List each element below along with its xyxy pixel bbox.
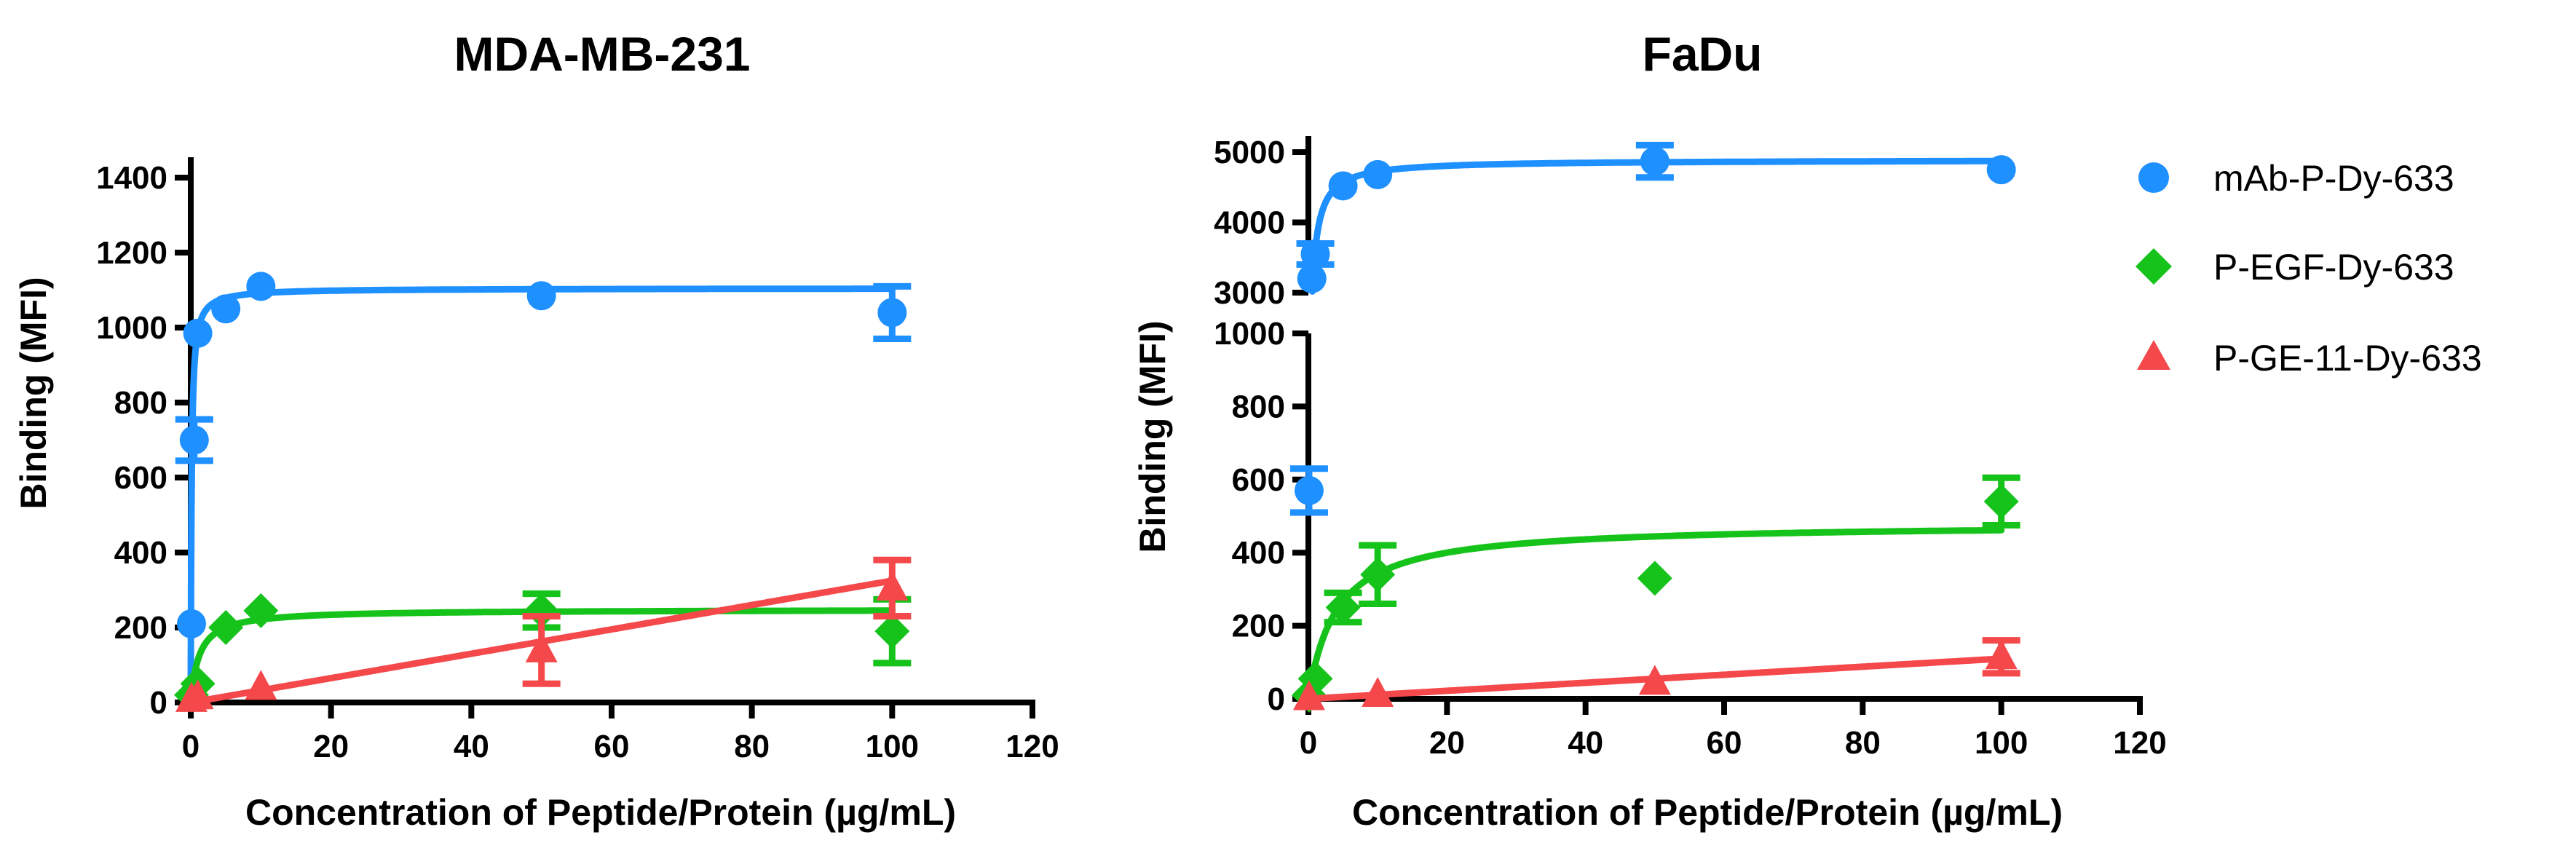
x-tick-label-mda-0: 0 <box>182 729 199 764</box>
point-fadu-2-1 <box>1362 676 1394 707</box>
legend-marker-circle <box>2138 162 2169 193</box>
y-tick-label-fadu-2: 400 <box>1232 535 1285 571</box>
x-tick-label-mda-4: 80 <box>734 729 770 764</box>
fit-curve-mda-0 <box>187 285 896 706</box>
x-tick-label-mda-3: 60 <box>594 729 630 764</box>
point-mda-0-0 <box>176 609 206 638</box>
point-fadu-2-2 <box>1638 665 1671 695</box>
point-fadu-1-5 <box>1983 483 2019 519</box>
x-tick-label-fadu-6: 120 <box>2113 725 2166 761</box>
point-fadu-1-3 <box>1360 557 1396 593</box>
point-fadu-0-0 <box>1294 475 1324 505</box>
y-tick-label-mda-1: 200 <box>114 610 167 646</box>
point-fadu-0-6 <box>1986 155 2016 185</box>
y-tick-label-mda-3: 600 <box>114 460 167 496</box>
x-tick-label-mda-1: 20 <box>313 729 349 764</box>
legend-label-egf: P-EGF-Dy-633 <box>2213 247 2454 288</box>
x-tick-label-fadu-2: 40 <box>1568 725 1603 761</box>
point-mda-2-3 <box>525 632 558 662</box>
y-axis-label-mda: Binding (MFI) <box>13 277 54 509</box>
y-tick-label-mda-7: 1400 <box>96 160 167 196</box>
point-fadu-0-3 <box>1328 171 1358 201</box>
y-tick-label-mda-5: 1000 <box>96 310 167 346</box>
x-tick-label-fadu-5: 100 <box>1975 725 2028 761</box>
x-tick-label-mda-5: 100 <box>866 729 919 764</box>
legend-label-ge11: P-GE-11-Dy-633 <box>2213 338 2482 379</box>
y-tick-label-fadu-5: 1000 <box>1214 316 1285 352</box>
point-mda-2-2 <box>245 670 277 700</box>
y-tick-label-mda-6: 1200 <box>96 235 167 271</box>
y-axis-label-fadu: Binding (MFI) <box>1132 320 1173 553</box>
x-axis-label-fadu: Concentration of Peptide/Protein (µg/mL) <box>1352 792 2063 833</box>
point-fadu-2-0 <box>1292 680 1325 710</box>
x-axis-label-mda: Concentration of Peptide/Protein (µg/mL) <box>245 792 956 833</box>
y-tick-label-fadu-8: 5000 <box>1214 135 1285 170</box>
point-fadu-0-2 <box>1300 239 1330 269</box>
point-fadu-1-4 <box>1637 561 1672 596</box>
point-mda-0-2 <box>183 318 213 348</box>
y-tick-label-fadu-0: 0 <box>1268 681 1285 717</box>
point-fadu-0-4 <box>1363 159 1393 189</box>
point-fadu-2-3 <box>1985 639 2018 670</box>
x-tick-label-mda-2: 40 <box>454 729 489 764</box>
y-tick-label-fadu-6: 3000 <box>1214 275 1285 311</box>
point-mda-1-2 <box>208 610 244 645</box>
fit-curve-fadu-1 <box>1305 526 2005 702</box>
point-mda-1-3 <box>243 593 279 628</box>
x-tick-label-fadu-3: 60 <box>1707 725 1742 761</box>
y-tick-label-mda-4: 800 <box>114 385 167 421</box>
point-mda-1-5 <box>874 614 910 649</box>
chart-title-fadu: FaDu <box>1643 27 1763 81</box>
x-tick-label-mda-6: 120 <box>1005 729 1059 764</box>
legend-marker-diamond <box>2136 248 2172 285</box>
point-mda-0-5 <box>526 281 556 311</box>
y-tick-label-mda-0: 0 <box>150 685 167 721</box>
point-mda-0-1 <box>179 425 209 455</box>
x-tick-label-fadu-1: 20 <box>1429 725 1465 761</box>
fit-curve-mda-1 <box>187 607 896 706</box>
y-tick-label-mda-2: 400 <box>114 535 167 571</box>
point-mda-2-4 <box>876 570 909 601</box>
point-fadu-0-1 <box>1297 264 1327 293</box>
point-mda-0-3 <box>211 294 241 324</box>
legend-marker-triangle <box>2137 340 2170 370</box>
y-tick-label-fadu-1: 200 <box>1232 609 1285 644</box>
point-mda-0-6 <box>877 298 907 328</box>
point-mda-2-1 <box>181 679 214 710</box>
point-fadu-1-2 <box>1325 590 1361 625</box>
chart-title-mda: MDA-MB-231 <box>454 27 750 81</box>
point-mda-0-4 <box>246 272 276 301</box>
legend: mAb-P-Dy-633 P-EGF-Dy-633 P-GE-11-Dy-633 <box>2136 158 2482 379</box>
point-fadu-0-5 <box>1640 146 1670 176</box>
y-tick-label-fadu-4: 800 <box>1232 389 1285 424</box>
fit-curve-fadu-2 <box>1305 655 2005 702</box>
y-tick-label-fadu-3: 600 <box>1232 462 1285 498</box>
y-tick-label-fadu-7: 4000 <box>1214 205 1285 241</box>
x-tick-label-fadu-4: 80 <box>1845 725 1881 761</box>
x-tick-label-fadu-0: 0 <box>1300 725 1317 761</box>
legend-label-mab: mAb-P-Dy-633 <box>2213 158 2454 199</box>
